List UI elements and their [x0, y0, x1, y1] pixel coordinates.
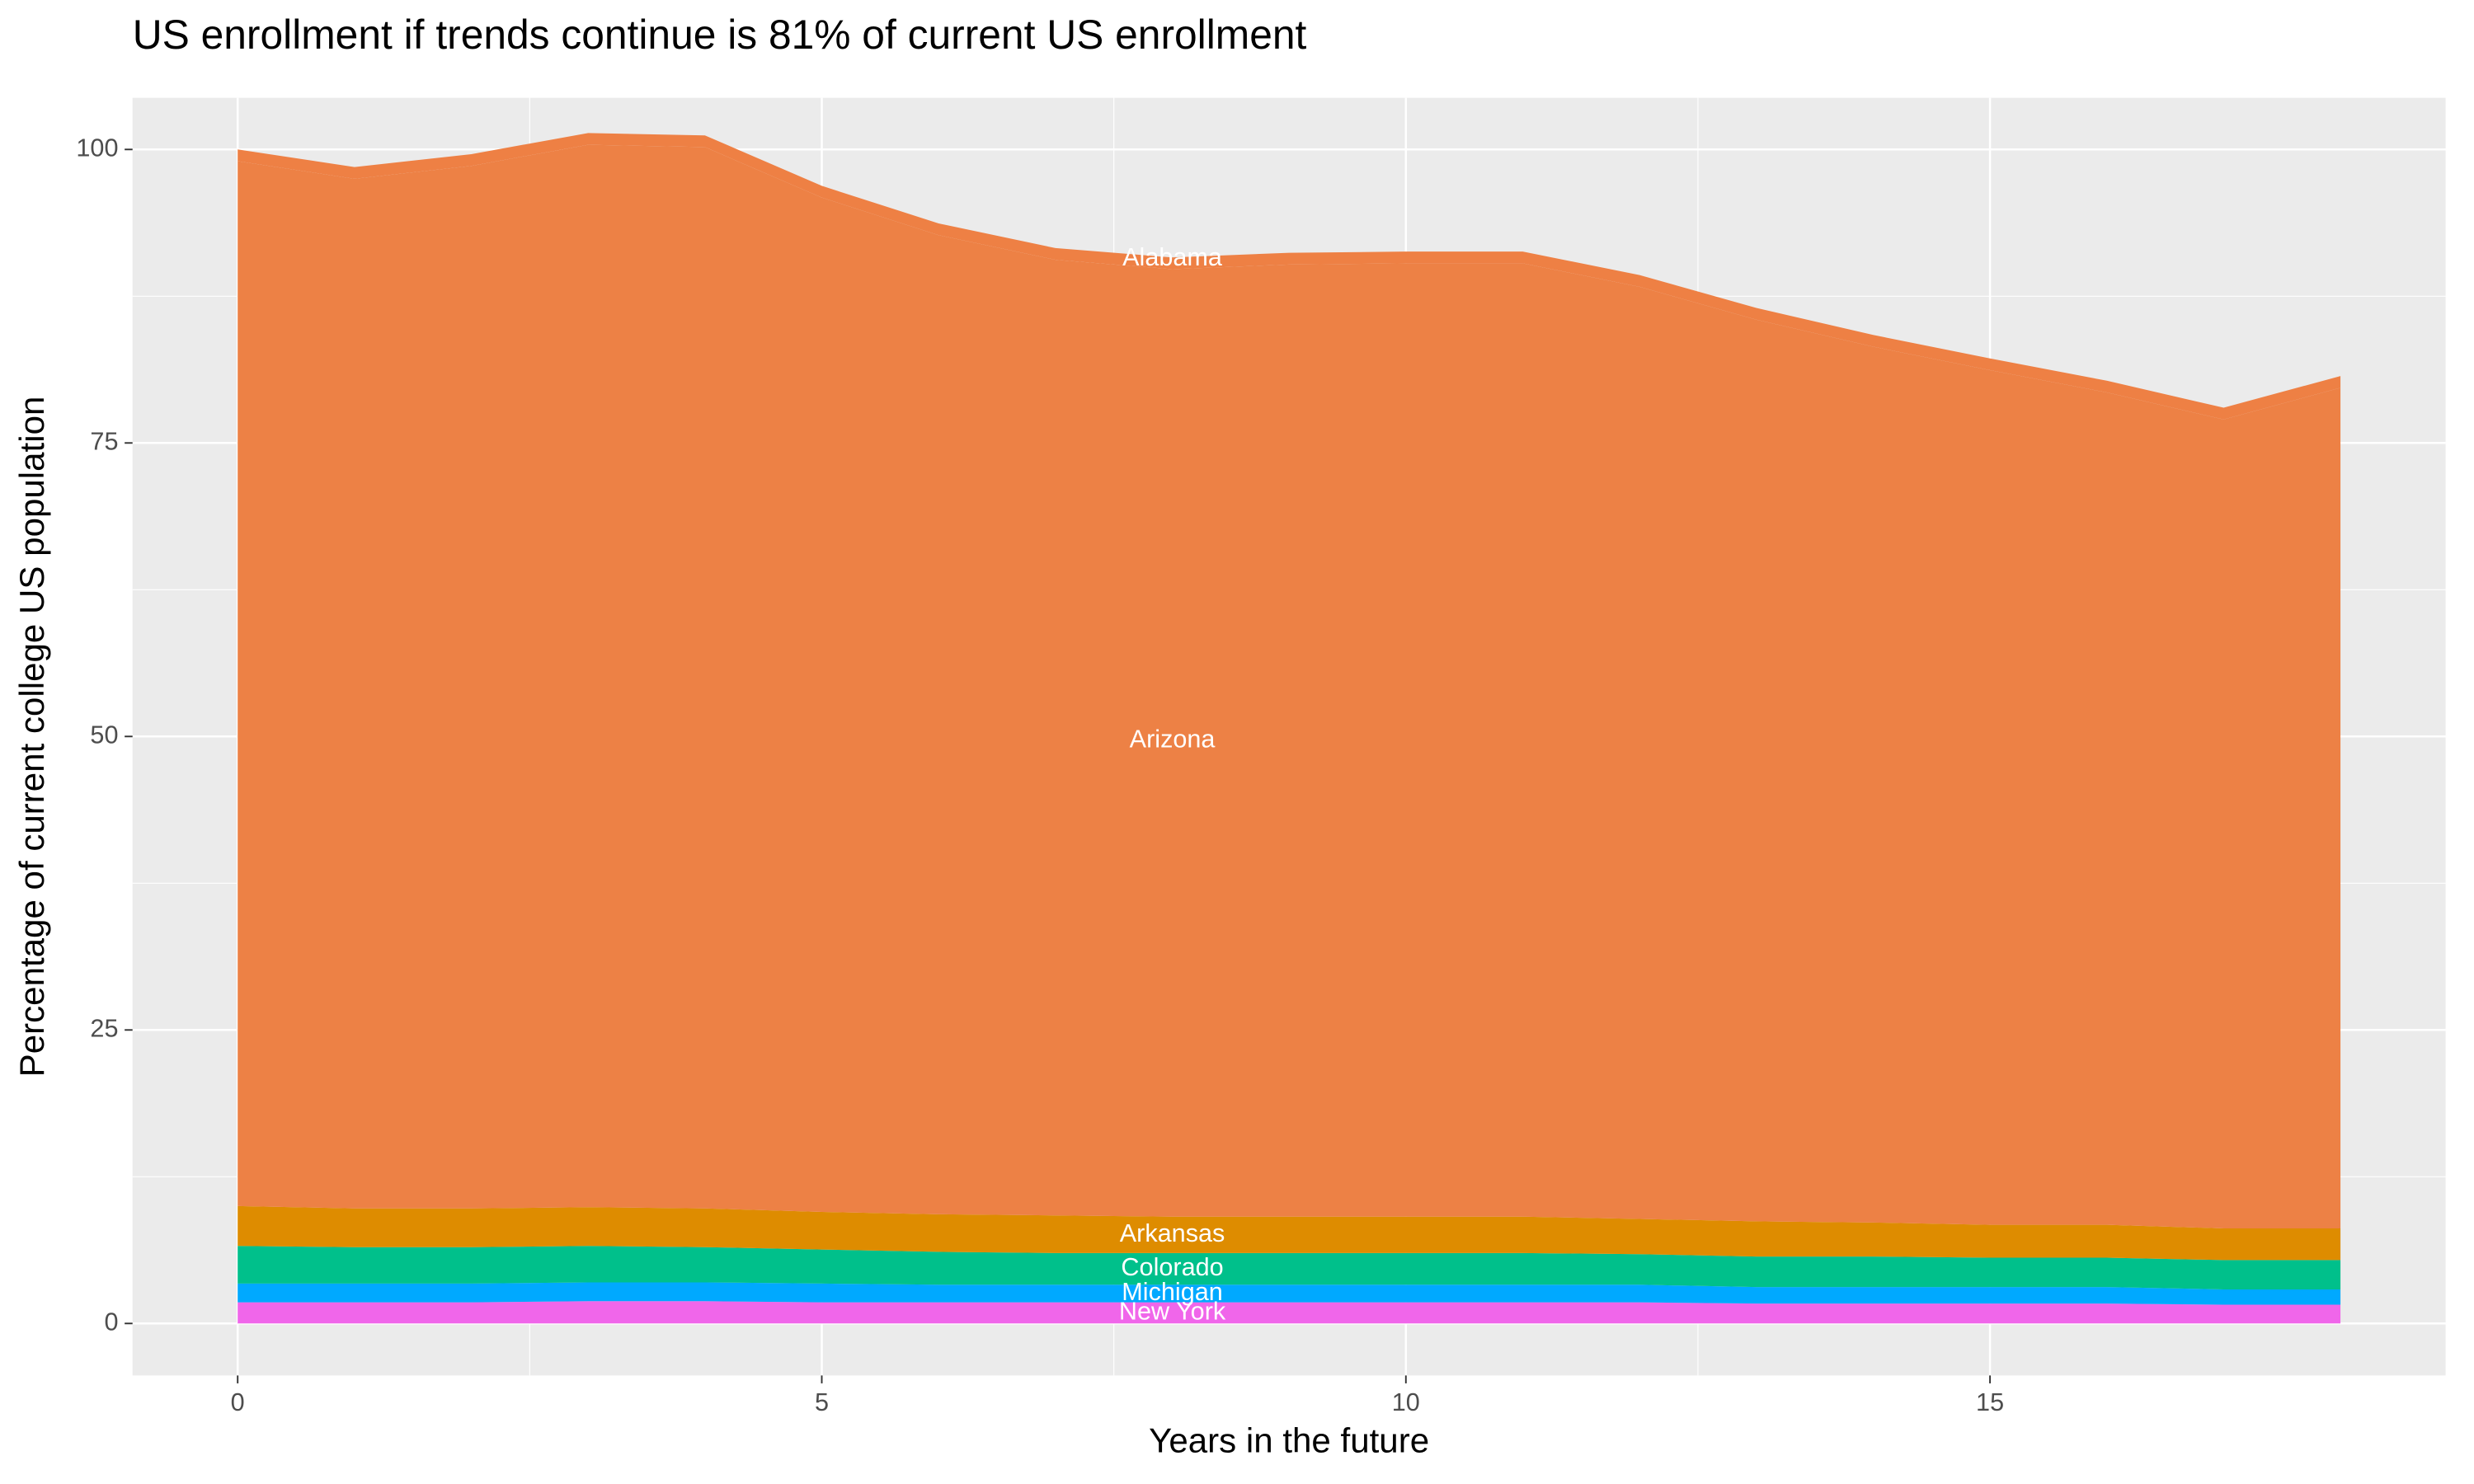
y-tick-label: 0 — [104, 1308, 118, 1336]
area — [238, 1205, 2341, 1261]
x-tick-label: 10 — [1392, 1388, 1420, 1416]
axes: 0 25 50 75 100 0 5 10 15 — [76, 134, 2004, 1416]
area — [238, 1282, 2341, 1305]
area — [238, 133, 2341, 420]
area-label: New York — [1119, 1298, 1226, 1326]
areas — [238, 133, 2341, 1324]
x-tick-label: 5 — [815, 1388, 829, 1416]
y-axis-title: Percentage of current college US populat… — [12, 397, 51, 1078]
x-axis-title: Years in the future — [1149, 1421, 1429, 1460]
area-label: Arizona — [1130, 725, 1216, 753]
area — [238, 144, 2341, 1228]
x-tick-label: 0 — [231, 1388, 245, 1416]
area — [238, 1246, 2341, 1289]
area — [238, 1301, 2341, 1324]
area-label: Colorado — [1121, 1253, 1223, 1281]
y-tick-label: 100 — [76, 134, 118, 162]
y-tick-label: 25 — [90, 1014, 118, 1042]
x-tick-label: 15 — [1976, 1388, 2004, 1416]
area-label: Alabama — [1122, 243, 1223, 271]
chart-title: US enrollment if trends continue is 81% … — [133, 12, 1307, 58]
area-label: Arkansas — [1120, 1219, 1225, 1247]
y-tick-label: 75 — [90, 427, 118, 455]
y-tick-label: 50 — [90, 721, 118, 749]
area-label: Michigan — [1122, 1278, 1223, 1306]
